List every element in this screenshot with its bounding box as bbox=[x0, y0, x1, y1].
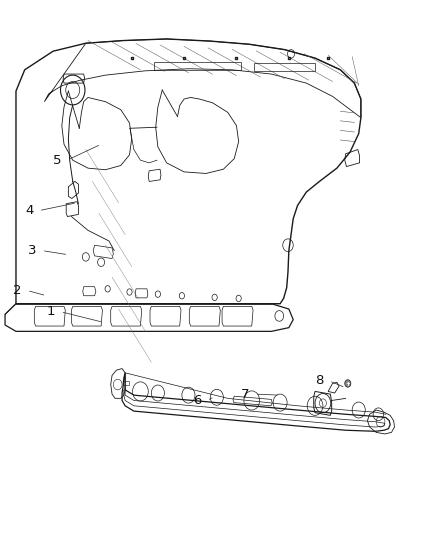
Circle shape bbox=[345, 379, 351, 387]
Text: 7: 7 bbox=[241, 387, 250, 401]
Text: 2: 2 bbox=[13, 284, 21, 297]
Text: 4: 4 bbox=[25, 204, 33, 217]
Text: 6: 6 bbox=[193, 394, 201, 407]
Text: 5: 5 bbox=[53, 154, 62, 167]
Text: 8: 8 bbox=[315, 374, 324, 387]
Text: 1: 1 bbox=[47, 305, 55, 318]
Text: 3: 3 bbox=[28, 244, 36, 257]
